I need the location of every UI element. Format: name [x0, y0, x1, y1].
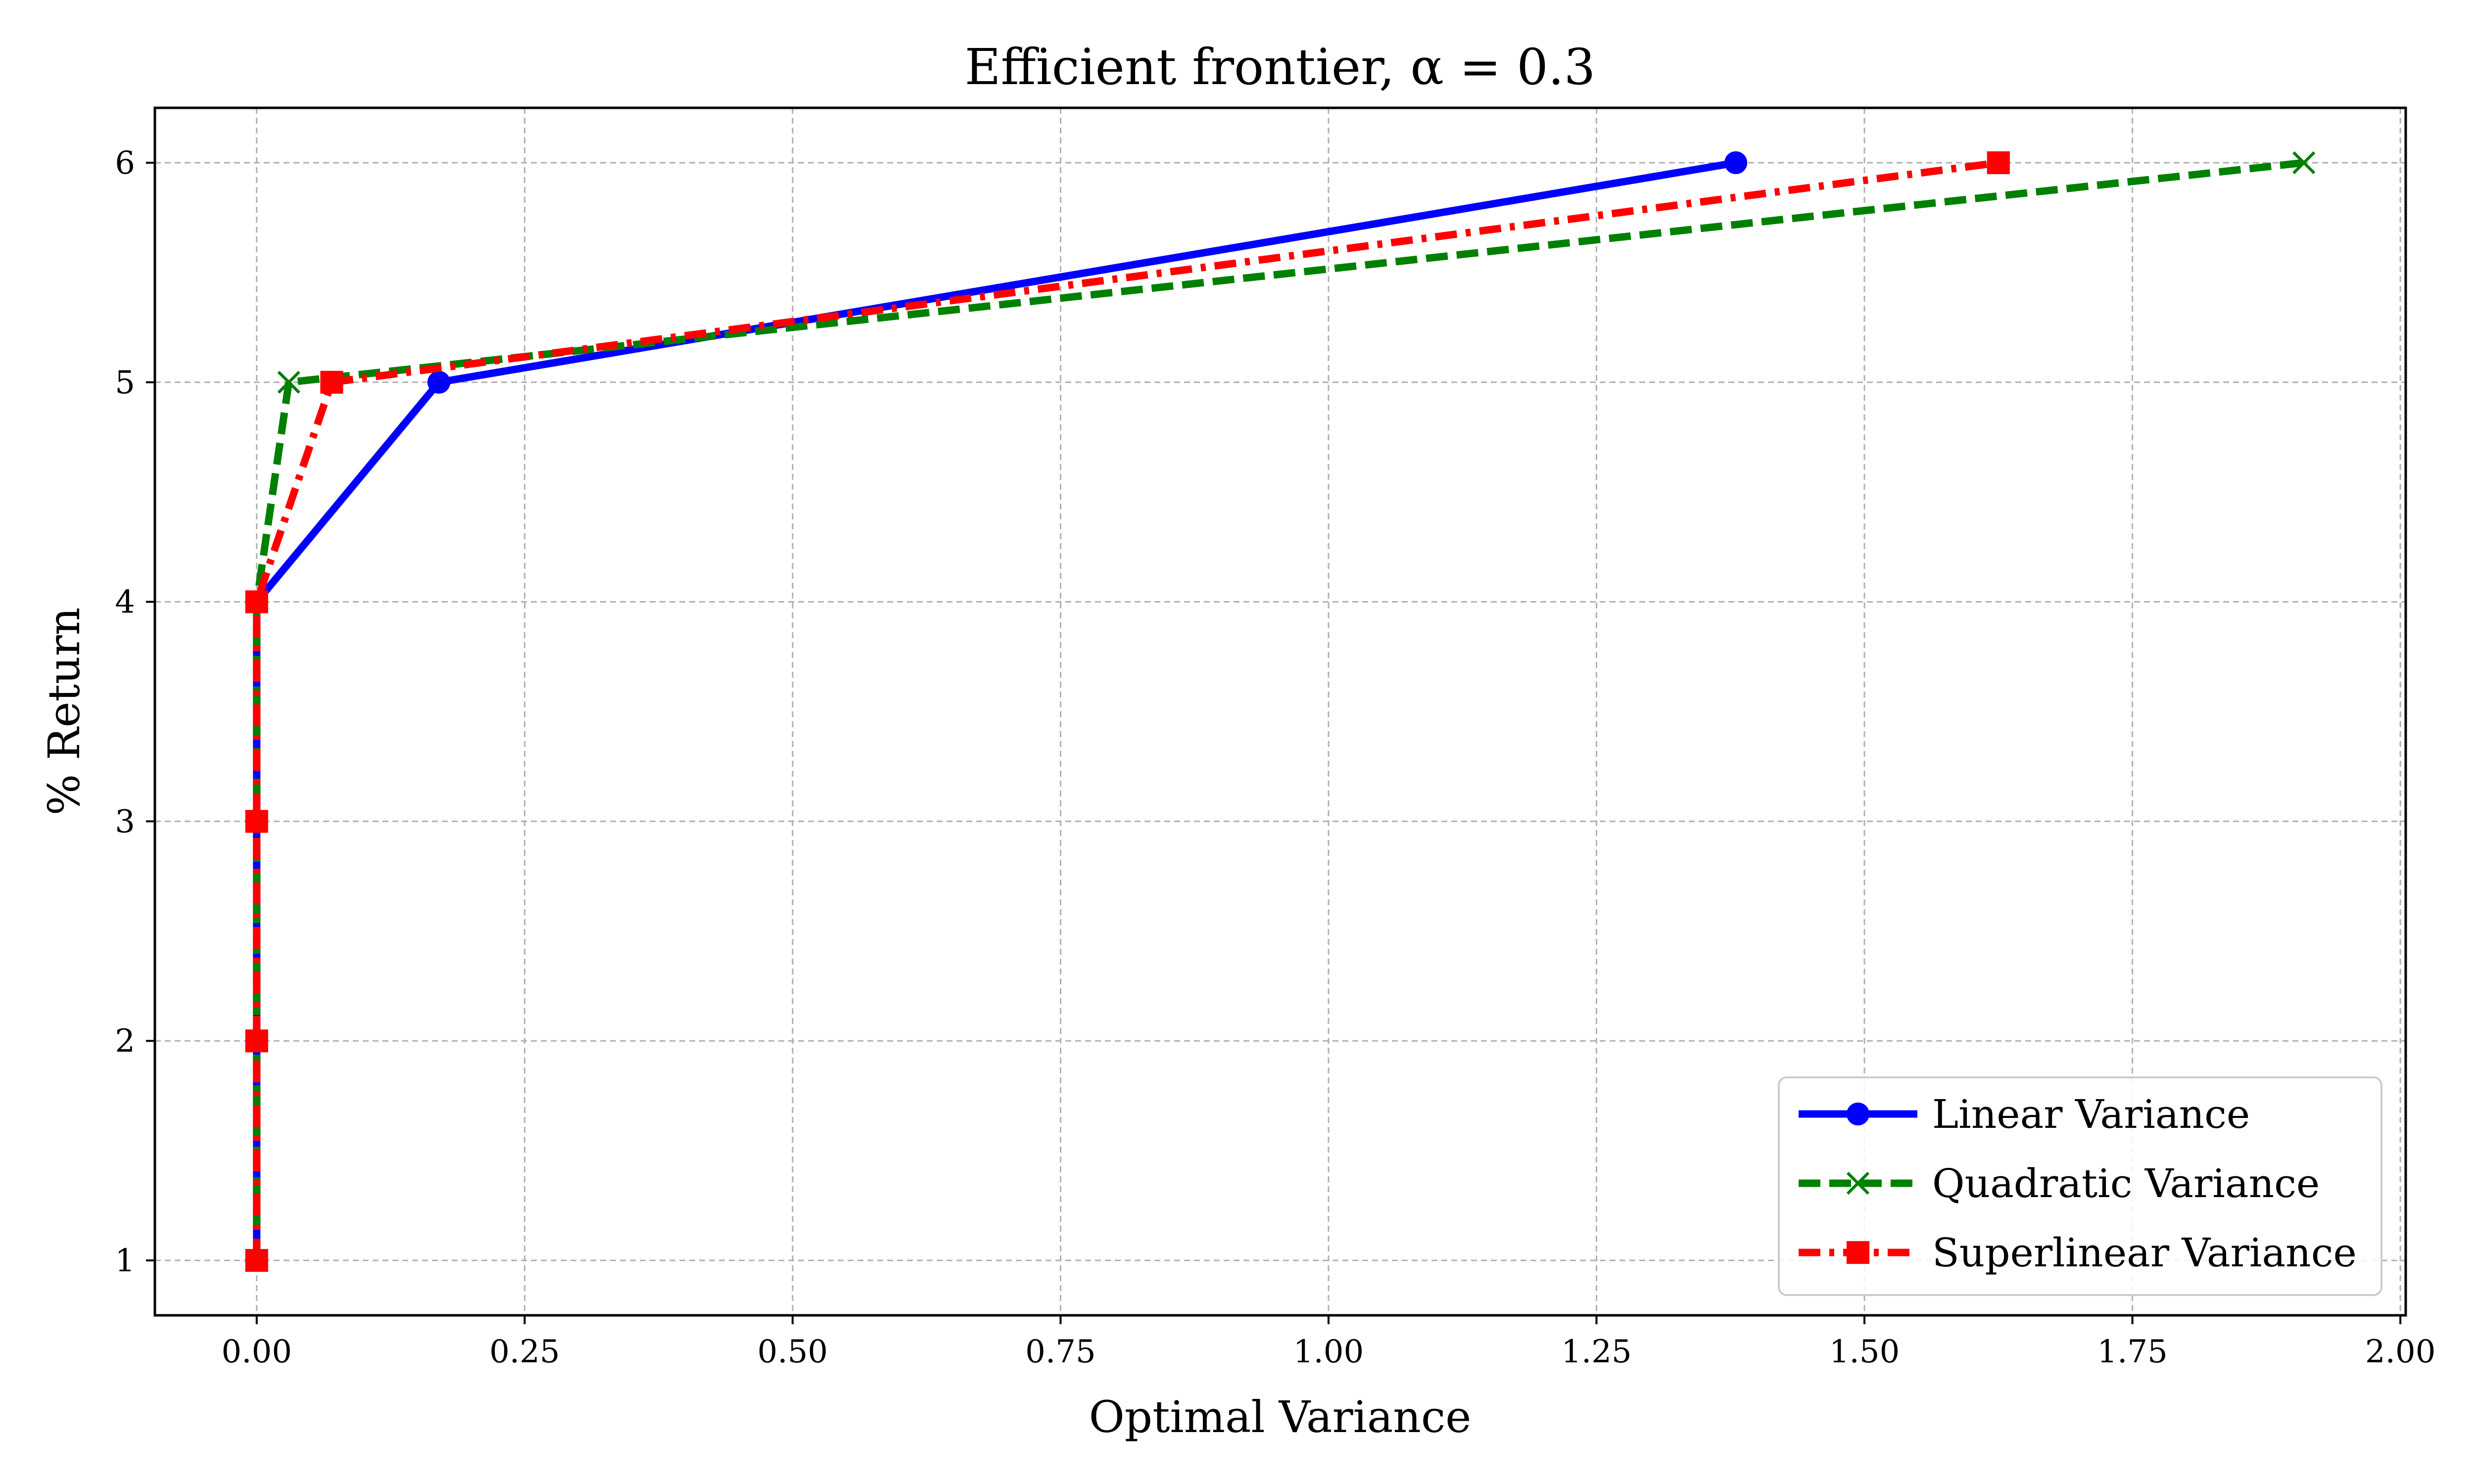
x-tick-label: 0.75 — [1025, 1334, 1096, 1370]
axis-ticks: 0.00 0.25 0.50 0.75 1.00 1.25 1.50 1.75 2.00 1 2 3 4… — [115, 145, 2435, 1370]
x-tick-label: 2.00 — [2365, 1334, 2436, 1370]
y-tick-label: 5 — [115, 365, 135, 401]
x-tick-label: 1.50 — [1829, 1334, 1900, 1370]
chart-title: Efficient frontier, α = 0.3 — [965, 38, 1596, 96]
legend-label: Superlinear Variance — [1932, 1230, 2357, 1276]
legend-marker — [1846, 1241, 1870, 1264]
legend-label: Linear Variance — [1932, 1091, 2250, 1137]
legend-marker — [1846, 1102, 1870, 1126]
x-tick-label: 1.75 — [2097, 1334, 2168, 1370]
legend: Linear Variance Quadratic Variance Superli… — [1778, 1076, 2382, 1296]
legend-label: Quadratic Variance — [1932, 1160, 2320, 1206]
series-superlinear-variance — [245, 151, 2010, 1272]
x-tick-label: 1.25 — [1561, 1334, 1632, 1370]
data-point — [277, 371, 300, 394]
y-tick-label: 6 — [115, 145, 135, 182]
plot-frame — [153, 106, 2407, 1317]
data-point — [1724, 151, 1748, 175]
x-tick-label: 1.00 — [1293, 1334, 1364, 1370]
y-tick-label: 1 — [115, 1243, 135, 1279]
legend-box — [1778, 1076, 2382, 1296]
x-axis-title: Optimal Variance — [1089, 1391, 1472, 1442]
legend-marker — [1846, 1171, 1870, 1195]
data-point — [2292, 151, 2316, 175]
y-tick-label: 2 — [115, 1023, 135, 1060]
x-tick-label: 0.50 — [758, 1334, 828, 1370]
data-point — [427, 371, 451, 394]
data-point — [245, 590, 268, 613]
data-point — [320, 371, 343, 394]
y-tick-label: 4 — [115, 584, 135, 621]
x-tick-label: 0.00 — [222, 1334, 292, 1370]
data-point — [245, 1029, 268, 1053]
x-tick-label: 0.25 — [489, 1334, 560, 1370]
data-point — [245, 810, 268, 833]
y-axis-title: % Return — [39, 607, 90, 816]
data-point — [1987, 151, 2010, 175]
y-tick-label: 3 — [115, 803, 135, 840]
data-point — [245, 1249, 268, 1272]
series-line — [253, 159, 1999, 1261]
series-layer — [245, 151, 2316, 1272]
